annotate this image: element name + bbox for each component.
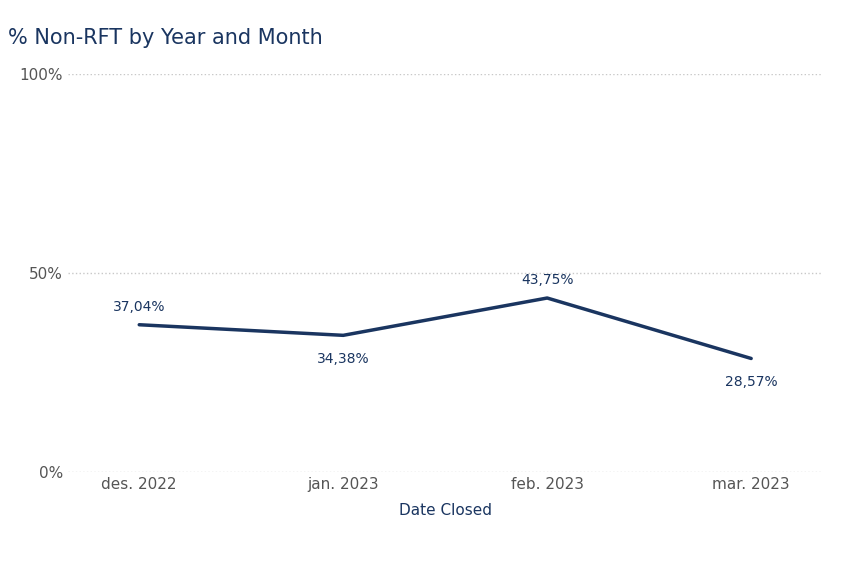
Text: 28,57%: 28,57%: [725, 376, 778, 389]
Text: 34,38%: 34,38%: [317, 352, 370, 366]
Text: % Non-RFT by Year and Month: % Non-RFT by Year and Month: [8, 28, 323, 48]
Text: 37,04%: 37,04%: [113, 300, 165, 314]
Text: 43,75%: 43,75%: [521, 273, 573, 287]
X-axis label: Date Closed: Date Closed: [399, 503, 492, 518]
